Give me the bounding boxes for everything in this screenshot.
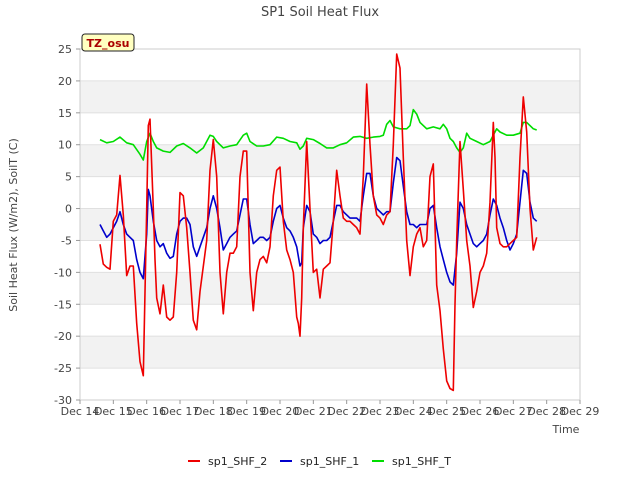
x-tick-label: Dec 15 [94,405,133,418]
y-tick-label: -5 [61,234,72,247]
grid-band [80,336,580,369]
x-tick-label: Dec 18 [194,405,233,418]
x-tick-label: Dec 19 [227,405,266,418]
legend-label: sp1_SHF_2 [208,455,267,468]
grid-band [80,368,580,400]
x-tick-label: Dec 20 [261,405,300,418]
y-tick-label: -25 [54,362,72,375]
y-tick-label: -10 [54,266,72,279]
series-line-sp1_SHF_T [99,108,537,161]
series-line-sp1_SHF_1 [99,156,538,286]
y-tick-label: 10 [58,139,72,152]
x-tick-label: Dec 25 [427,405,466,418]
series-line-sp1_SHF_2 [99,53,538,392]
y-axis-label: Soil Heat Flux (W/m2), SoilT (C) [7,138,20,311]
y-tick-label: 15 [58,107,72,120]
x-tick-label: Dec 26 [461,405,500,418]
plot-background [80,48,580,401]
x-axis-label: Time [552,423,580,436]
series-lines [99,53,538,392]
x-tick-label: Dec 29 [561,405,600,418]
x-tick-label: Dec 27 [494,405,533,418]
y-tick-label: 0 [65,203,72,216]
chart-title: SP1 Soil Heat Flux [261,5,379,20]
grid-band [80,80,580,113]
grid-band [80,112,580,145]
x-tick-label: Dec 22 [327,405,366,418]
grid-band [80,144,580,177]
station-badge: TZ_osu [81,33,135,52]
x-tick-label: Dec 16 [127,405,166,418]
legend-label: sp1_SHF_1 [300,455,359,468]
y-axis-ticks: -30 -25 -20 -15 -10 -5 0 5 10 15 20 25 [54,43,80,407]
x-tick-label: Dec 24 [394,405,433,418]
y-tick-label: -15 [54,298,72,311]
plot-area [79,48,581,401]
x-tick-label: Dec 21 [294,405,333,418]
y-tick-label: 25 [58,43,72,56]
y-tick-label: -20 [54,330,72,343]
grid-band [80,49,580,81]
legend: sp1_SHF_2 sp1_SHF_1 sp1_SHF_T [188,455,451,468]
grid-band [80,176,580,209]
x-tick-label: Dec 17 [161,405,200,418]
y-tick-label: 5 [65,171,72,184]
y-tick-label: -30 [54,394,72,407]
x-tick-label: Dec 28 [527,405,566,418]
y-tick-label: 20 [58,75,72,88]
legend-label: sp1_SHF_T [392,455,451,468]
x-tick-label: Dec 23 [361,405,400,418]
station-badge-label: TZ_osu [87,37,130,50]
x-tick-label: Dec 14 [61,405,100,418]
grid-band [80,304,580,337]
